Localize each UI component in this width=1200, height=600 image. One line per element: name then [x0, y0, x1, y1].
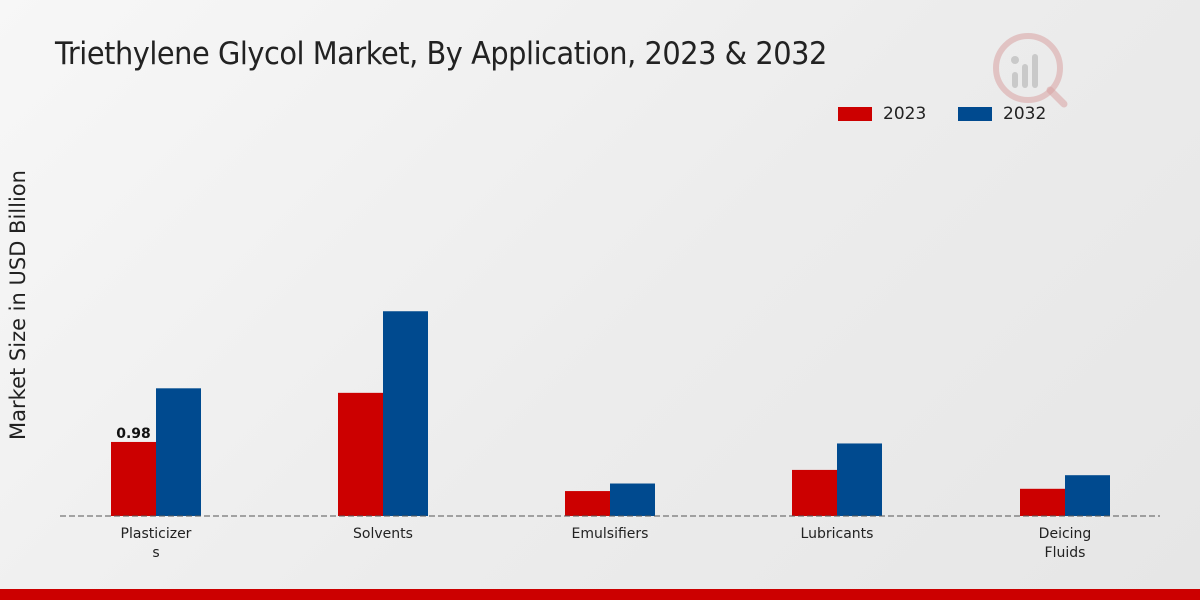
bar-2032-solvents — [383, 311, 428, 516]
x-tick-label: Plasticizer — [121, 526, 192, 542]
x-tick-label: Deicing — [1039, 526, 1092, 542]
bar-2023-emulsifiers — [565, 491, 610, 516]
bottom-accent-bar — [0, 589, 1200, 600]
bar-2032-lubricants — [837, 443, 882, 516]
data-label: 0.98 — [116, 426, 151, 442]
x-tick-label: Fluids — [1045, 545, 1086, 561]
legend-label-2032: 2032 — [1003, 104, 1047, 124]
bar-2032-emulsifiers — [610, 483, 655, 516]
x-tick-label: Lubricants — [801, 526, 874, 542]
bar-2032-deicing-fluids — [1065, 475, 1110, 516]
legend-label-2023: 2023 — [883, 104, 927, 124]
brand-logo-icon — [993, 33, 1068, 108]
chart-title: Triethylene Glycol Market, By Applicatio… — [55, 36, 827, 72]
legend-item-2032: 2032 — [958, 104, 1046, 124]
bar-2023-deicing-fluids — [1020, 488, 1065, 516]
bar-2023-solvents — [338, 392, 383, 516]
legend-swatch-2023 — [838, 107, 872, 121]
x-tick-label: Solvents — [353, 526, 413, 542]
x-tick-label: s — [152, 545, 159, 561]
bar-2032-plasticizers — [156, 388, 201, 516]
legend-swatch-2032 — [958, 107, 992, 121]
x-tick-label: Emulsifiers — [572, 526, 649, 542]
bar-2023-plasticizers — [111, 441, 156, 516]
bar-2023-lubricants — [792, 469, 837, 516]
legend-item-2023: 2023 — [838, 104, 926, 124]
